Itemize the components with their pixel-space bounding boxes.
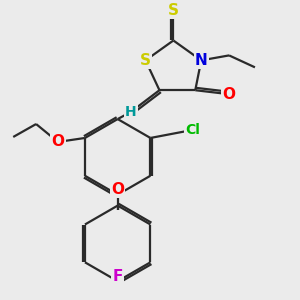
- Text: F: F: [112, 269, 123, 284]
- Text: Cl: Cl: [185, 123, 200, 137]
- Text: S: S: [168, 3, 179, 18]
- Text: N: N: [195, 53, 208, 68]
- Text: S: S: [140, 53, 151, 68]
- Text: H: H: [125, 105, 136, 119]
- Text: O: O: [52, 134, 64, 149]
- Text: O: O: [223, 87, 236, 102]
- Text: O: O: [111, 182, 124, 197]
